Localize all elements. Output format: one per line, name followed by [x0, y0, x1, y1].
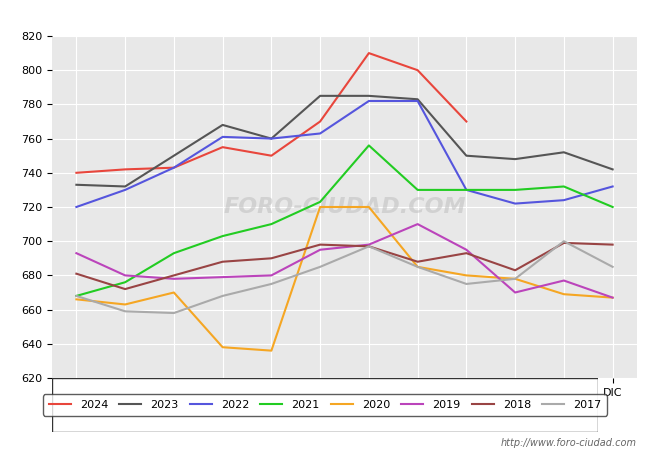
Text: Afiliados en Pinofranqueado a 30/9/2024: Afiliados en Pinofranqueado a 30/9/2024	[156, 9, 494, 27]
Text: FORO-CIUDAD.COM: FORO-CIUDAD.COM	[223, 197, 466, 217]
Legend: 2024, 2023, 2022, 2021, 2020, 2019, 2018, 2017: 2024, 2023, 2022, 2021, 2020, 2019, 2018…	[43, 395, 607, 415]
FancyBboxPatch shape	[52, 378, 598, 432]
Text: http://www.foro-ciudad.com: http://www.foro-ciudad.com	[501, 438, 637, 448]
